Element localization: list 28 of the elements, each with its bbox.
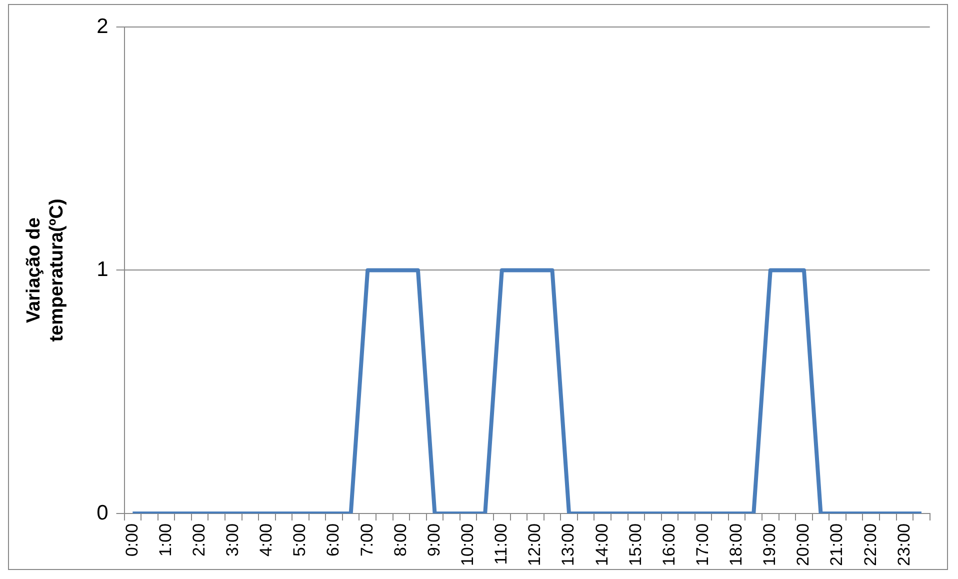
x-tick-label: 22:00	[860, 523, 880, 566]
y-tick-label: 2	[96, 14, 108, 38]
x-tick-label: 13:00	[558, 523, 578, 566]
y-tick-label: 0	[96, 501, 108, 524]
x-tick-label: 23:00	[894, 523, 914, 566]
x-tick-label: 11:00	[492, 523, 511, 565]
x-tick-label: 15:00	[626, 523, 645, 566]
x-tick-label: 5:00	[290, 523, 310, 557]
y-tick-label: 1	[96, 258, 108, 282]
x-tick-label: 16:00	[659, 523, 678, 566]
x-tick-label: 14:00	[592, 523, 612, 566]
x-tick-label: 8:00	[390, 523, 410, 557]
y-axis-title: Variação de temperatura(ºC)	[24, 198, 68, 342]
x-tick-label: 4:00	[256, 523, 276, 557]
x-tick-label: 3:00	[223, 523, 242, 557]
x-tick-label: 7:00	[357, 523, 376, 557]
x-tick-label: 12:00	[525, 523, 544, 566]
x-tick-label: 21:00	[827, 523, 846, 566]
x-tick-label: 1:00	[156, 523, 175, 557]
x-tick-label: 10:00	[458, 523, 478, 566]
x-tick-label: 18:00	[726, 523, 746, 566]
x-tick-label: 20:00	[794, 523, 813, 566]
x-tick-label: 17:00	[692, 523, 712, 566]
x-tick-label: 0:00	[122, 523, 142, 557]
x-tick-label: 6:00	[324, 523, 343, 557]
x-tick-label: 19:00	[760, 523, 780, 566]
x-tick-label: 9:00	[424, 523, 444, 557]
x-tick-label: 2:00	[189, 523, 208, 557]
